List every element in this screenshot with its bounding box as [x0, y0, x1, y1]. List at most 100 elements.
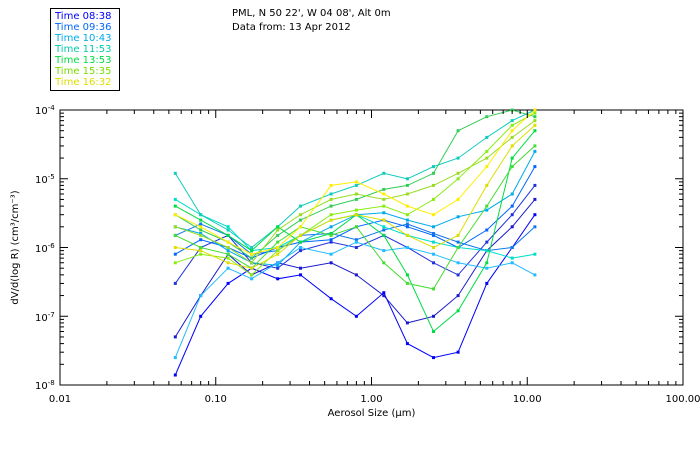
data-point [226, 233, 230, 237]
data-point [432, 171, 435, 175]
data-point [456, 233, 460, 237]
y-tick-label: 10-5 [35, 173, 55, 186]
data-point [533, 111, 537, 115]
data-point [382, 171, 386, 175]
data-point [382, 211, 386, 215]
data-point [199, 218, 203, 222]
data-point [485, 149, 489, 153]
data-point [510, 144, 514, 148]
data-point [405, 233, 409, 237]
data-point [329, 218, 333, 222]
data-point [456, 273, 460, 277]
data-point [510, 213, 514, 217]
data-point [382, 228, 386, 232]
data-point [405, 213, 409, 217]
data-point [299, 204, 302, 208]
y-tick-label: 10-8 [35, 379, 55, 392]
data-point [405, 342, 409, 346]
data-point [199, 249, 203, 253]
data-point [456, 177, 460, 181]
data-point [510, 129, 514, 133]
data-point [226, 261, 230, 265]
data-point [226, 228, 230, 232]
data-point [485, 156, 489, 160]
legend-item: Time 09:36 [55, 22, 112, 33]
data-point [276, 240, 280, 244]
data-point [329, 233, 333, 237]
data-point [405, 204, 409, 208]
data-point [276, 246, 280, 249]
data-point [405, 222, 409, 226]
data-point [456, 294, 460, 298]
data-point [510, 256, 514, 260]
data-point [485, 208, 489, 212]
data-point [329, 238, 333, 242]
data-point [510, 192, 514, 196]
data-point [199, 314, 203, 318]
data-point [432, 330, 435, 333]
data-point [485, 281, 489, 285]
data-point [226, 240, 230, 244]
data-point [329, 225, 333, 229]
data-point [299, 273, 302, 277]
x-tick-label: 100.00 [666, 394, 700, 405]
data-point [329, 261, 333, 265]
data-point [226, 266, 230, 270]
data-point [432, 246, 435, 249]
data-point [382, 225, 386, 229]
data-point [226, 225, 230, 229]
data-point [405, 321, 409, 325]
data-point [173, 335, 177, 339]
data-point [199, 232, 203, 235]
x-tick-label: 0.01 [49, 394, 71, 405]
data-point [456, 215, 460, 219]
tick-marks [59, 110, 683, 386]
data-point [354, 240, 358, 244]
data-point [250, 273, 254, 277]
data-point [485, 249, 489, 253]
data-point [173, 213, 177, 217]
data-point [354, 314, 358, 318]
data-point [299, 218, 302, 222]
data-point [432, 197, 435, 201]
data-point [405, 192, 409, 196]
data-point [276, 252, 280, 256]
data-point [382, 192, 386, 196]
chart-subtitle: Data from: 13 Apr 2012 [232, 22, 351, 33]
data-point [173, 281, 177, 285]
data-point [456, 129, 460, 133]
data-point [199, 228, 203, 232]
data-point [510, 204, 514, 208]
legend-item: Time 15:35 [55, 66, 112, 77]
data-point [533, 225, 537, 229]
data-point [299, 246, 302, 249]
data-point [173, 261, 177, 265]
data-point [533, 119, 537, 123]
data-point [199, 246, 203, 249]
data-point [533, 108, 537, 112]
data-point [533, 273, 537, 277]
data-point [432, 232, 435, 235]
data-point [382, 218, 386, 222]
data-point [405, 183, 409, 187]
data-point [382, 204, 386, 208]
data-point [382, 233, 386, 237]
series [173, 240, 537, 360]
data-point [173, 356, 177, 360]
data-point [226, 249, 230, 253]
data-point [226, 252, 230, 256]
data-point [199, 252, 203, 256]
data-point [456, 309, 460, 313]
data-point [510, 246, 514, 249]
data-point [533, 165, 537, 169]
data-point [533, 213, 537, 217]
data-point [173, 171, 177, 175]
data-point [405, 218, 409, 222]
data-point [432, 261, 435, 265]
data-point [276, 263, 280, 267]
data-point [354, 225, 358, 229]
data-point [226, 246, 230, 249]
data-point [533, 129, 537, 133]
data-point [329, 297, 333, 301]
